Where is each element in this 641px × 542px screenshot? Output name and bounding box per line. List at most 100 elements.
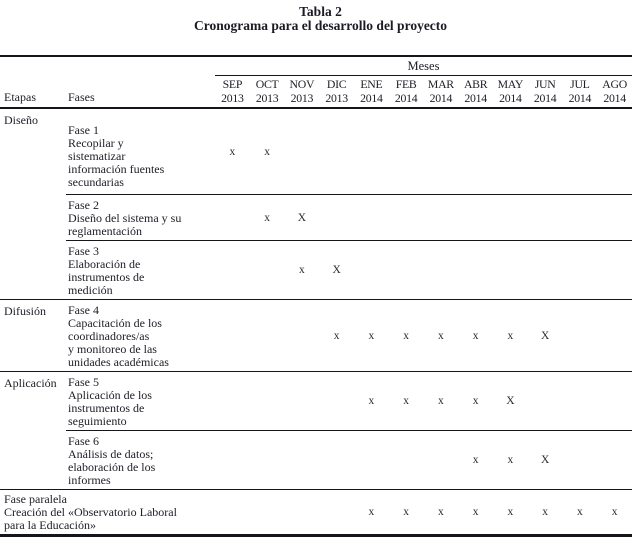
mark-cell <box>597 430 632 490</box>
mark-cell <box>423 430 459 490</box>
etapa-cell: Difusión <box>0 299 66 372</box>
fase-cell: Fase 1 Recopilar y sistematizar informac… <box>68 123 165 189</box>
month-name: ABR <box>463 77 488 91</box>
mark-cell <box>215 489 250 537</box>
mark-cell <box>423 240 459 300</box>
month-header: MAR 2014 <box>423 75 459 109</box>
phase-row: Fase 2 Diseño del sistema y su reglament… <box>0 194 632 241</box>
month-year: 2013 <box>290 90 314 105</box>
mark-cell: X <box>284 194 320 241</box>
mark-cell <box>424 108 459 195</box>
month-header: ENE 2014 <box>354 75 389 109</box>
month-year: 2014 <box>568 90 592 105</box>
mark-cell <box>597 299 632 372</box>
month-name: ENE <box>360 77 383 91</box>
month-name: FEB <box>395 77 417 91</box>
fase-cell: Fase 5 Aplicación de los instrumentos de… <box>66 371 215 431</box>
etapa-cell: Diseño <box>4 113 38 127</box>
meses-group-header: Meses <box>215 55 632 76</box>
mark-cell: x <box>354 299 389 372</box>
mark-cell <box>493 194 528 241</box>
phase-row: Fase 3 Elaboración de instrumentos de me… <box>0 240 632 300</box>
month-year: 2014 <box>360 90 383 105</box>
mark-cell <box>284 489 320 537</box>
phase-row: Difusión Fase 4 Capacitación de los coor… <box>0 299 632 372</box>
mark-cell: x <box>229 145 236 158</box>
month-name: AGO <box>602 77 627 91</box>
mark-cell <box>388 194 424 241</box>
month-header: SEP 2013 <box>215 75 250 109</box>
mark-cell <box>562 240 598 300</box>
phase-row: Fase 6 Análisis de datos; elaboración de… <box>0 430 632 490</box>
mark-cell <box>249 489 285 537</box>
fases-column-header: Fases <box>66 75 215 109</box>
mark-cell: x <box>458 299 493 372</box>
mark-cell: x <box>319 299 354 372</box>
mark-cell: X <box>527 430 563 490</box>
mark-cell: x <box>493 489 528 537</box>
mark-cell: x <box>423 299 459 372</box>
fase-cell: Fase 4 Capacitación de los coordinadores… <box>66 299 215 372</box>
mark-cell <box>215 299 250 372</box>
meses-group-row: Meses <box>0 55 632 76</box>
month-year: 2014 <box>499 90 522 105</box>
month-name: NOV <box>289 77 315 91</box>
mark-cell <box>215 240 250 300</box>
month-year: 2014 <box>603 90 626 105</box>
mark-cell: X <box>493 371 528 431</box>
mark-cell <box>284 371 320 431</box>
mark-cell <box>493 240 528 300</box>
mark-cell <box>284 430 320 490</box>
mark-cell: x <box>423 489 459 537</box>
cronograma-table: Meses Etapas Fases SEP 2013 OCT 2013 NOV 20… <box>0 55 632 537</box>
mark-cell <box>528 108 563 195</box>
mark-cell: x <box>527 489 563 537</box>
header-spacer <box>0 55 215 76</box>
mark-cell <box>215 371 250 431</box>
mark-cell <box>354 108 389 195</box>
mark-cell: x <box>562 489 598 537</box>
mark-cell <box>562 299 598 372</box>
phase-row: Diseño Fase 1 Recopilar y sistematizar i… <box>0 108 632 195</box>
mark-cell <box>423 194 459 241</box>
month-name: DIC <box>326 77 347 91</box>
month-name: MAY <box>497 77 524 91</box>
mark-cell <box>562 194 598 241</box>
mark-cell: x <box>264 145 270 158</box>
mark-cell: x <box>354 489 389 537</box>
phase-row: Aplicación Fase 5 Aplicación de los inst… <box>0 371 632 490</box>
month-name: JUL <box>570 77 590 91</box>
mark-cell: x <box>284 240 320 300</box>
month-name: JUN <box>534 77 556 91</box>
mark-cell: x <box>458 489 493 537</box>
month-name: OCT <box>255 77 279 91</box>
mark-cell: x <box>597 489 632 537</box>
mark-cell <box>597 371 632 431</box>
month-year: 2014 <box>533 90 557 105</box>
mark-cell <box>388 240 424 300</box>
month-year: 2014 <box>464 90 487 105</box>
month-year: 2013 <box>325 90 348 105</box>
month-header: FEB 2014 <box>388 75 424 109</box>
month-year: 2014 <box>429 90 453 105</box>
mark-cell <box>319 489 354 537</box>
mark-cell: x <box>458 371 493 431</box>
month-name: SEP <box>222 77 243 91</box>
column-header-row: Etapas Fases SEP 2013 OCT 2013 NOV 2013 DIC… <box>0 75 632 109</box>
mark-cell <box>493 108 528 195</box>
mark-cell <box>597 194 632 241</box>
etapa-cell: Aplicación <box>0 371 66 490</box>
mark-cell <box>319 430 354 490</box>
mark-cell <box>319 371 354 431</box>
mark-cell <box>319 108 354 195</box>
mark-cell <box>527 194 563 241</box>
table-number: Tabla 2 <box>299 4 342 19</box>
mark-cell: x <box>388 371 424 431</box>
mark-cell <box>354 430 389 490</box>
mark-cell <box>354 194 389 241</box>
mark-cell <box>285 108 320 195</box>
mark-cell <box>215 430 250 490</box>
mark-cell: x <box>388 489 424 537</box>
mark-cell <box>597 108 632 195</box>
